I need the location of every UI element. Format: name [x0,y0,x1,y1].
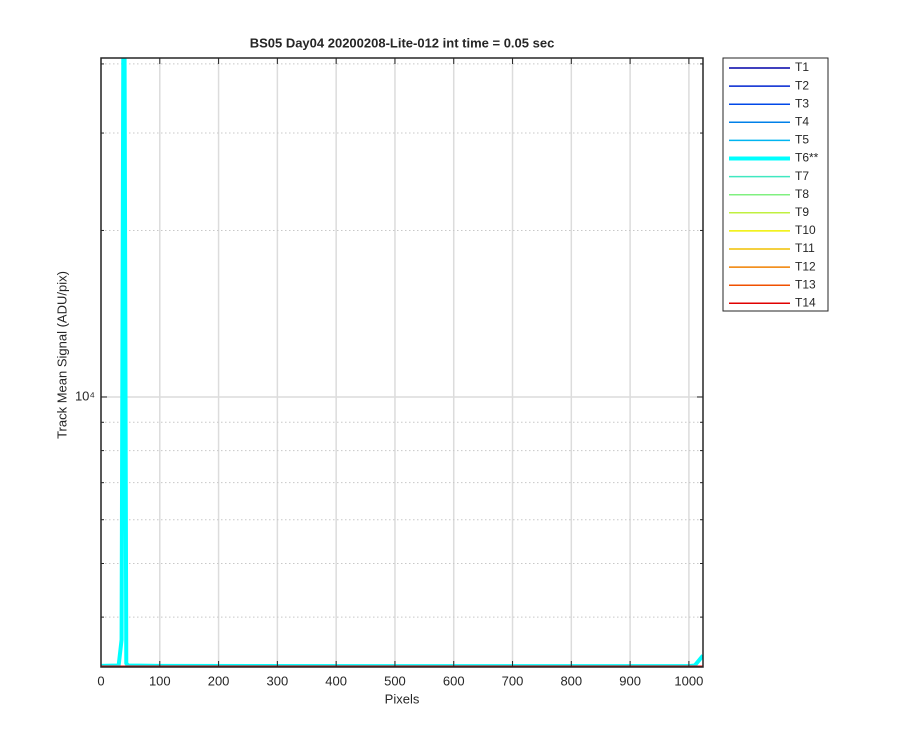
x-tick-label: 800 [560,673,582,688]
x-tick-label: 200 [208,673,230,688]
legend-label: T3 [795,96,809,110]
x-tick-label: 900 [619,673,641,688]
y-axis-label: Track Mean Signal (ADU/pix) [54,271,69,439]
legend-label: T14 [795,295,816,309]
x-tick-label: 100 [149,673,171,688]
y-tick-label: 10⁴ [75,388,95,403]
legend-label: T6** [795,151,819,165]
x-tick-label: 300 [267,673,289,688]
x-tick-label: 400 [325,673,347,688]
x-axis-label: Pixels [385,691,420,706]
plot-area [101,58,703,667]
x-tick-label: 500 [384,673,406,688]
x-tick-label: 600 [443,673,465,688]
x-tick-label: 700 [502,673,524,688]
legend-label: T4 [795,114,809,128]
legend-label: T12 [795,259,816,273]
legend-label: T7 [795,169,809,183]
legend-label: T1 [795,60,809,74]
legend-label: T2 [795,78,809,92]
legend-label: T11 [795,241,815,255]
legend-label: T10 [795,223,816,237]
legend-label: T13 [795,277,816,291]
legend-label: T9 [795,205,809,219]
chart-title: BS05 Day04 20200208-Lite-012 int time = … [250,35,555,50]
legend-label: T8 [795,187,809,201]
legend-label: T5 [795,133,809,147]
x-tick-label: 0 [97,673,104,688]
x-tick-label: 1000 [674,673,703,688]
